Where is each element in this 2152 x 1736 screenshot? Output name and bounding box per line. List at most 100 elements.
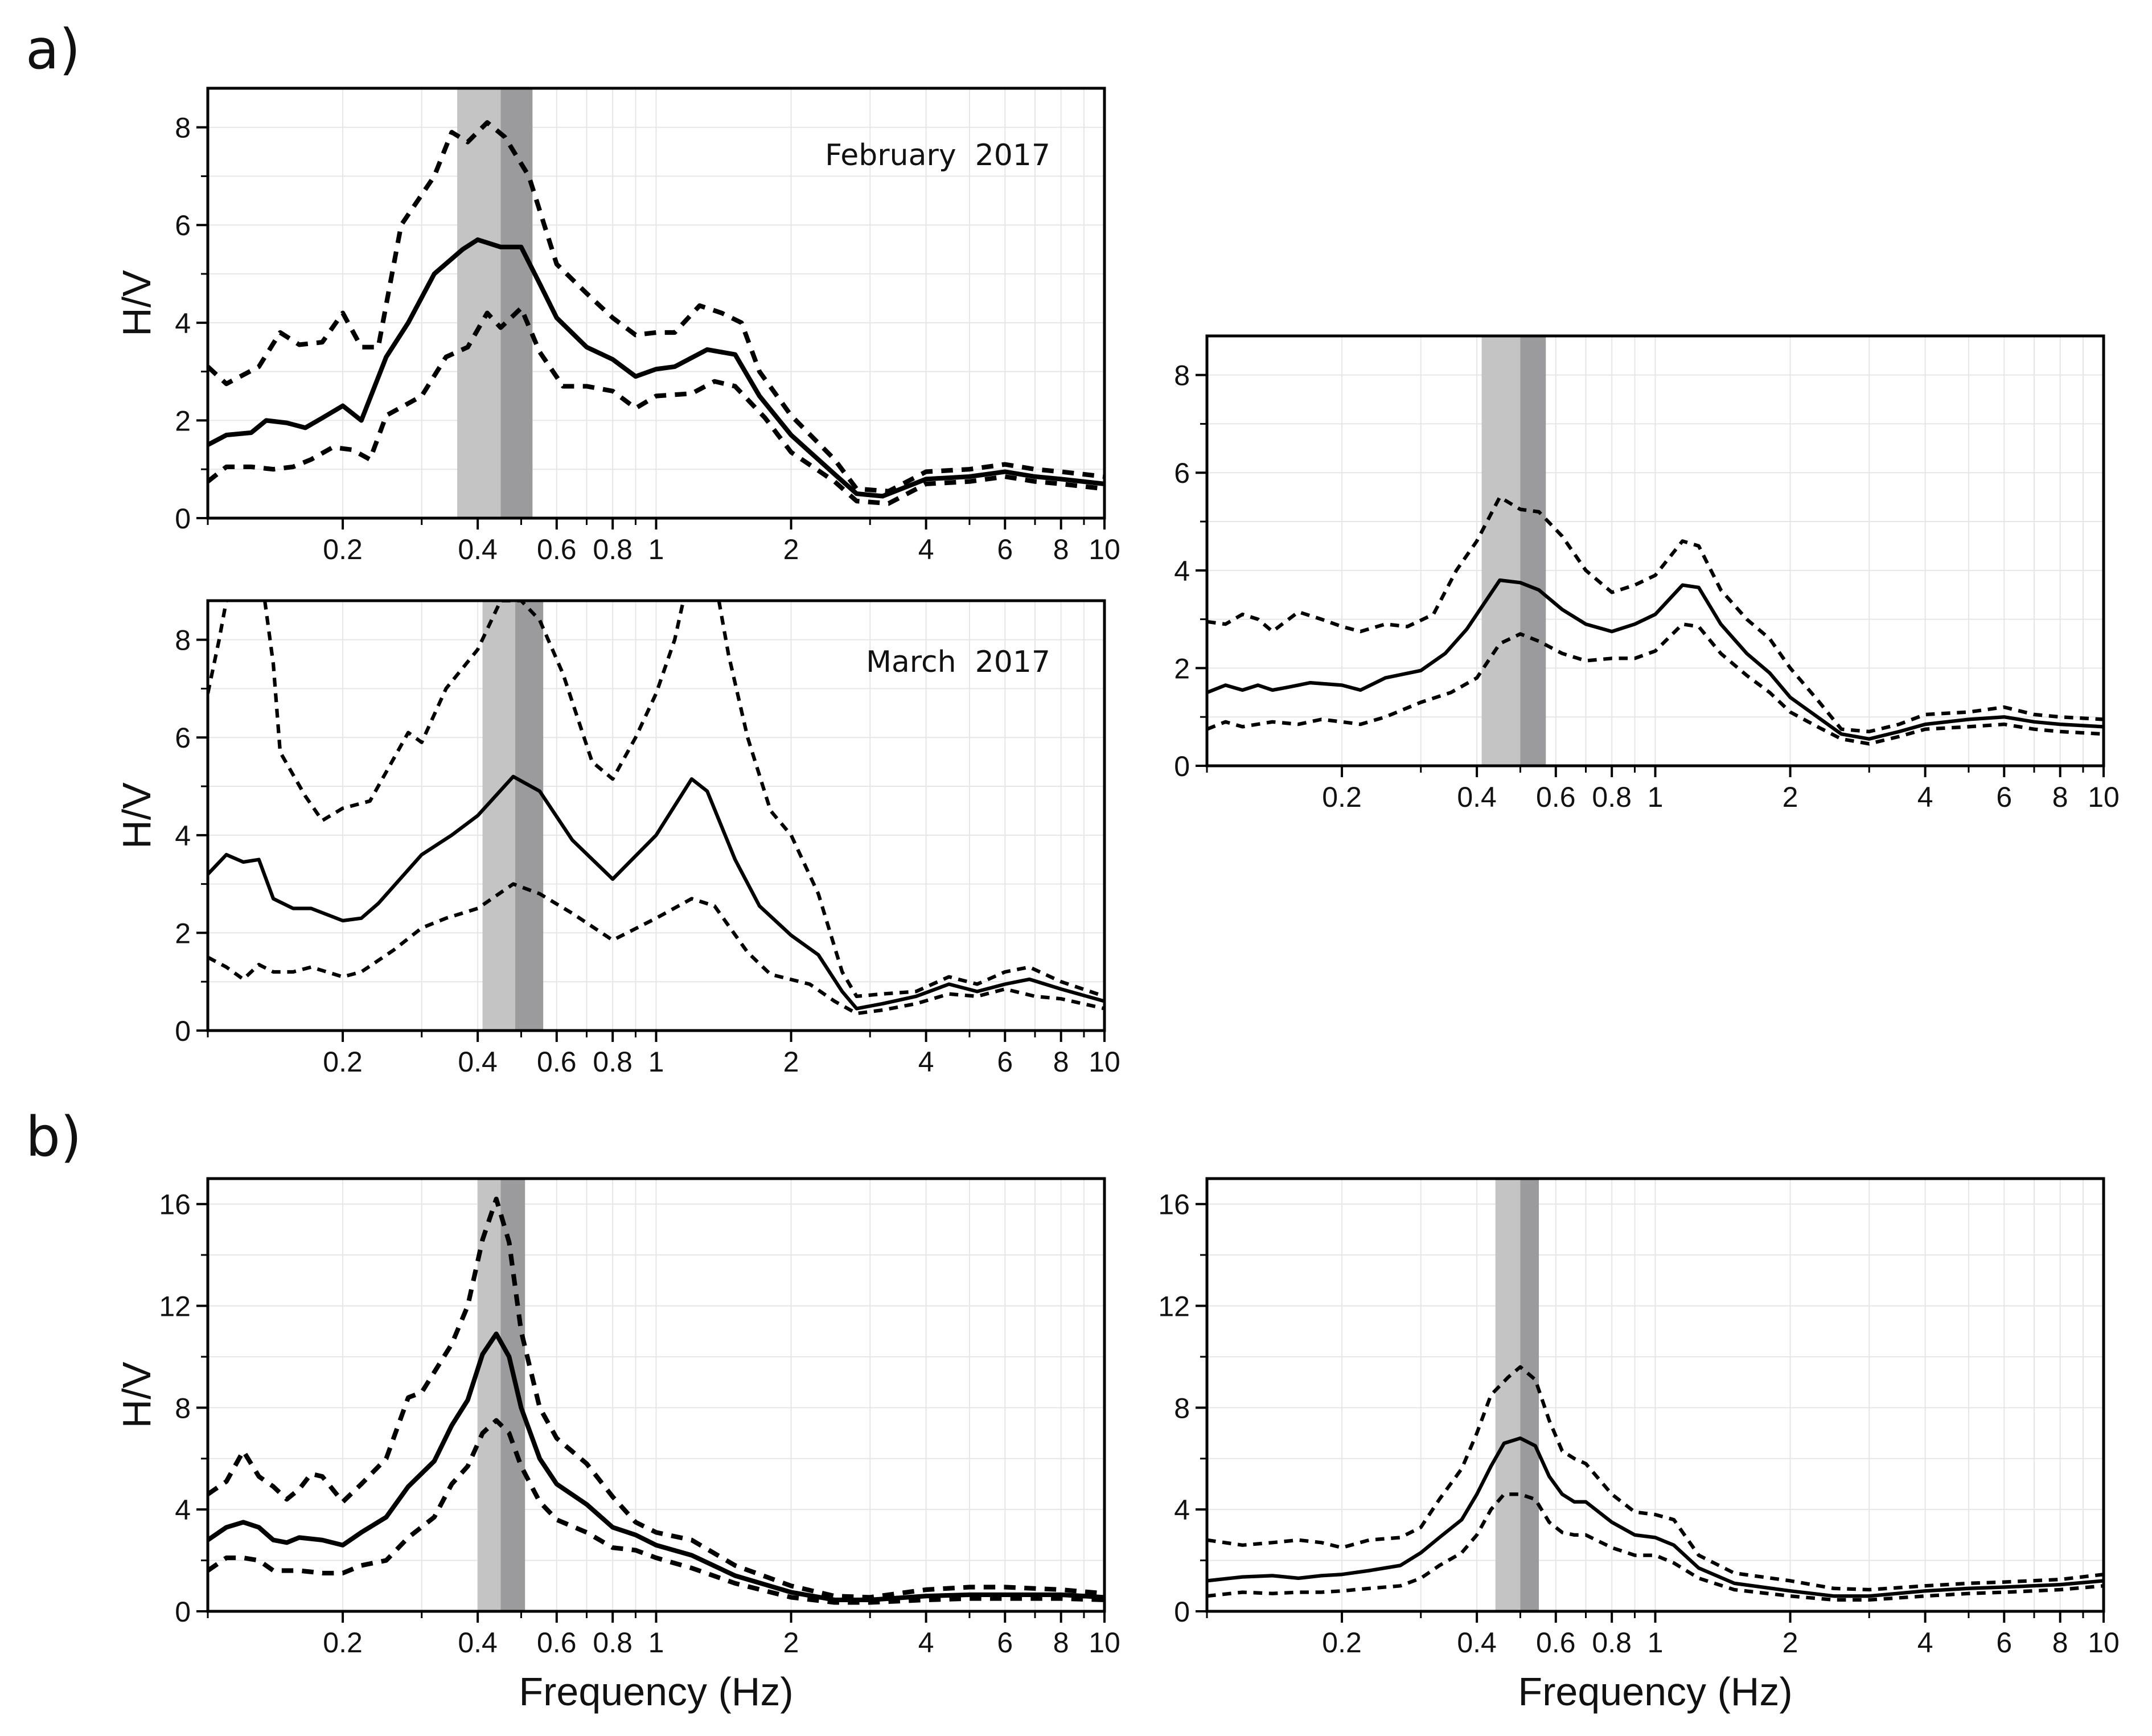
x-tick-label: 4	[918, 1627, 934, 1659]
x-tick-label: 2	[783, 1627, 799, 1659]
x-tick-label: 0.8	[1592, 1627, 1632, 1659]
y-axis-label: H/V	[114, 270, 159, 336]
x-tick-label: 4	[1917, 781, 1933, 813]
x-tick-label: 0.4	[458, 1627, 498, 1659]
series-group	[208, 120, 1104, 506]
gridlines	[1207, 1179, 2104, 1611]
x-axis-label: Frequency (Hz)	[1518, 1669, 1792, 1714]
band-dark	[515, 601, 544, 1031]
x-tick-label: 6	[997, 533, 1013, 565]
x-tick-label: 4	[1917, 1627, 1933, 1659]
y-tick-label: 2	[175, 405, 191, 437]
y-tick-label: 6	[175, 210, 191, 241]
y-tick-label: 0	[1174, 1596, 1190, 1628]
gridlines	[208, 1179, 1104, 1611]
x-tick-label: 0.4	[458, 1046, 498, 1078]
y-tick-label: 0	[1174, 750, 1190, 782]
series-upper	[208, 1196, 1104, 1600]
series-group	[208, 601, 1104, 1016]
x-tick-label: 8	[1053, 1046, 1069, 1078]
x-tick-label: 1	[648, 1046, 664, 1078]
y-tick-label: 8	[1174, 1392, 1190, 1424]
y-tick-label: 0	[175, 503, 191, 535]
x-tick-label: 0.6	[537, 1627, 577, 1659]
y-tick-label: 16	[159, 1189, 191, 1221]
y-axis: 0 2 4 6 8	[175, 112, 208, 535]
y-tick-label: 4	[175, 820, 191, 852]
x-tick-label: 0.8	[1592, 781, 1632, 813]
y-tick-label: 8	[1174, 360, 1190, 392]
x-tick-label: 0.6	[537, 533, 577, 565]
series-upper	[1207, 495, 2104, 734]
series-group	[208, 1196, 1104, 1605]
x-tick-label: 4	[918, 1046, 934, 1078]
series-lower	[208, 882, 1104, 1016]
x-axis-label: Frequency (Hz)	[519, 1669, 793, 1714]
band-light	[1495, 1179, 1521, 1611]
x-tick-label: 6	[997, 1627, 1013, 1659]
x-tick-label: 8	[2052, 1627, 2068, 1659]
y-tick-label: 0	[175, 1596, 191, 1628]
y-axis: 0 4 8 12 16	[159, 1189, 208, 1628]
x-tick-label: 6	[997, 1046, 1013, 1078]
x-tick-label: 2	[1783, 781, 1798, 813]
series-mean	[208, 237, 1104, 499]
band-light	[482, 601, 516, 1031]
y-axis-label: H/V	[114, 782, 159, 849]
x-tick-label: 0.2	[323, 533, 363, 565]
series-mean	[208, 774, 1104, 1011]
x-tick-label: 0.4	[1457, 781, 1497, 813]
band-light	[1481, 336, 1521, 766]
band-light	[478, 1179, 501, 1611]
x-axis: 0.2 0.4 0.6 0.8 1 2 4 6 8 10	[207, 1031, 1120, 1078]
x-tick-label: 0.8	[593, 1046, 633, 1078]
series-mean	[1207, 578, 2104, 741]
x-tick-label: 6	[1996, 1627, 2012, 1659]
series-mean	[208, 1331, 1104, 1602]
x-tick-label: 1	[648, 533, 664, 565]
x-axis: 0.2 0.4 0.6 0.8 1 2 4 6 8 10	[1206, 1611, 2120, 1659]
series-lower	[1207, 622, 2104, 746]
series-upper	[1207, 1365, 2104, 1592]
series-upper	[208, 601, 228, 694]
x-tick-label: 0.8	[593, 533, 633, 565]
x-tick-label: 10	[1089, 533, 1120, 565]
chart-a3: 0 2 4 6 8 0.2 0.4 0.6 0.8 1 2 4 6 8 10	[1174, 334, 2120, 813]
chart-annotation: February 2017	[825, 138, 1050, 173]
y-tick-label: 12	[159, 1291, 191, 1323]
x-tick-label: 10	[1089, 1627, 1120, 1659]
x-tick-label: 0.6	[537, 1046, 577, 1078]
x-tick-label: 1	[648, 1627, 664, 1659]
x-tick-label: 1	[1648, 1627, 1664, 1659]
series-group	[1207, 495, 2104, 746]
band-light	[457, 88, 501, 518]
x-tick-label: 0.2	[323, 1046, 363, 1078]
band-dark	[500, 88, 533, 518]
y-tick-label: 12	[1158, 1291, 1190, 1323]
chart-a2: 0 2 4 6 8 0.2 0.4 0.6 0.8 1 2 4 6 8 10 H/V March 2017	[114, 599, 1120, 1078]
x-tick-label: 0.4	[458, 533, 498, 565]
x-tick-label: 0.6	[1536, 1627, 1576, 1659]
band-dark	[1520, 1179, 1539, 1611]
x-tick-label: 0.2	[1322, 781, 1362, 813]
chart-a1: 0 2 4 6 8 0.2 0.4 0.6 0.8 1 2 4 6 8 10 H/V February 2017	[114, 87, 1120, 565]
y-tick-label: 4	[175, 1494, 191, 1526]
gridlines	[1207, 336, 2104, 766]
band-dark	[500, 1179, 525, 1611]
series-group	[1207, 1365, 2104, 1602]
gridlines	[208, 88, 1104, 518]
x-axis: 0.2 0.4 0.6 0.8 1 2 4 6 8 10	[207, 1611, 1120, 1659]
x-tick-label: 4	[918, 533, 934, 565]
y-tick-label: 4	[1174, 555, 1190, 587]
x-tick-label: 0.8	[593, 1627, 633, 1659]
y-tick-label: 8	[175, 1392, 191, 1424]
panel-label-b: b)	[26, 1105, 81, 1169]
x-tick-label: 10	[2088, 1627, 2120, 1659]
y-axis: 0 4 8 12 16	[1158, 1189, 1207, 1628]
y-tick-label: 8	[175, 112, 191, 144]
x-tick-label: 2	[1783, 1627, 1798, 1659]
y-tick-label: 6	[1174, 457, 1190, 489]
